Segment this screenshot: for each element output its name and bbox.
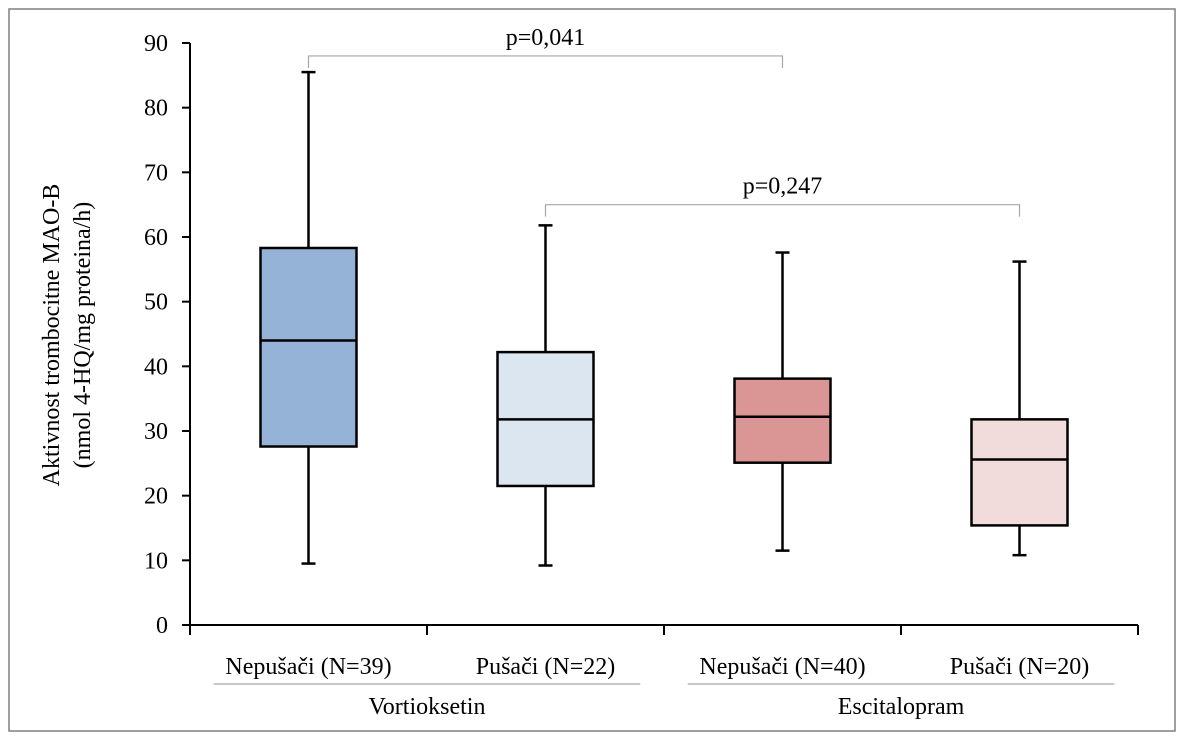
y-tick-label: 10 <box>144 548 168 574</box>
x-category-label: Nepušači (N=39) <box>225 654 391 680</box>
box-iqr <box>259 246 358 448</box>
y-tick-label: 50 <box>144 290 168 316</box>
significance-bracket <box>544 204 1021 217</box>
y-axis-label: Aktivnost trombocitne MAO-B <box>39 184 65 487</box>
x-category-label: Pušači (N=20) <box>950 654 1090 680</box>
y-tick-label: 60 <box>144 225 168 251</box>
x-category-label: Nepušači (N=40) <box>699 654 865 680</box>
y-tick-label: 70 <box>144 160 168 186</box>
y-tick-label: 20 <box>144 484 168 510</box>
x-category-label: Pušači (N=22) <box>476 654 616 680</box>
box-iqr <box>970 418 1069 527</box>
y-axis-title: Aktivnost trombocitne MAO-B (nmol 4-HQ/m… <box>39 184 96 487</box>
significance-bracket <box>307 55 784 68</box>
group-label: Escitalopram <box>838 694 965 720</box>
y-tick-label: 40 <box>144 354 168 380</box>
group-label: Vortioksetin <box>369 694 486 720</box>
y-tick-label: 80 <box>144 96 168 122</box>
plot-area: 0 10 20 30 40 50 60 70 80 90 Nepušači (N=39) Pušači… <box>144 25 1139 720</box>
y-axis-unit-label: (nmol 4-HQ/mg proteina/h) <box>70 202 96 469</box>
y-tick-label: 0 <box>156 613 168 639</box>
p-value-label: p=0,041 <box>506 25 586 51</box>
y-tick-label: 30 <box>144 419 168 445</box>
p-value-label: p=0,247 <box>743 174 823 200</box>
y-tick-label: 90 <box>144 31 168 57</box>
box-iqr <box>733 377 832 464</box>
